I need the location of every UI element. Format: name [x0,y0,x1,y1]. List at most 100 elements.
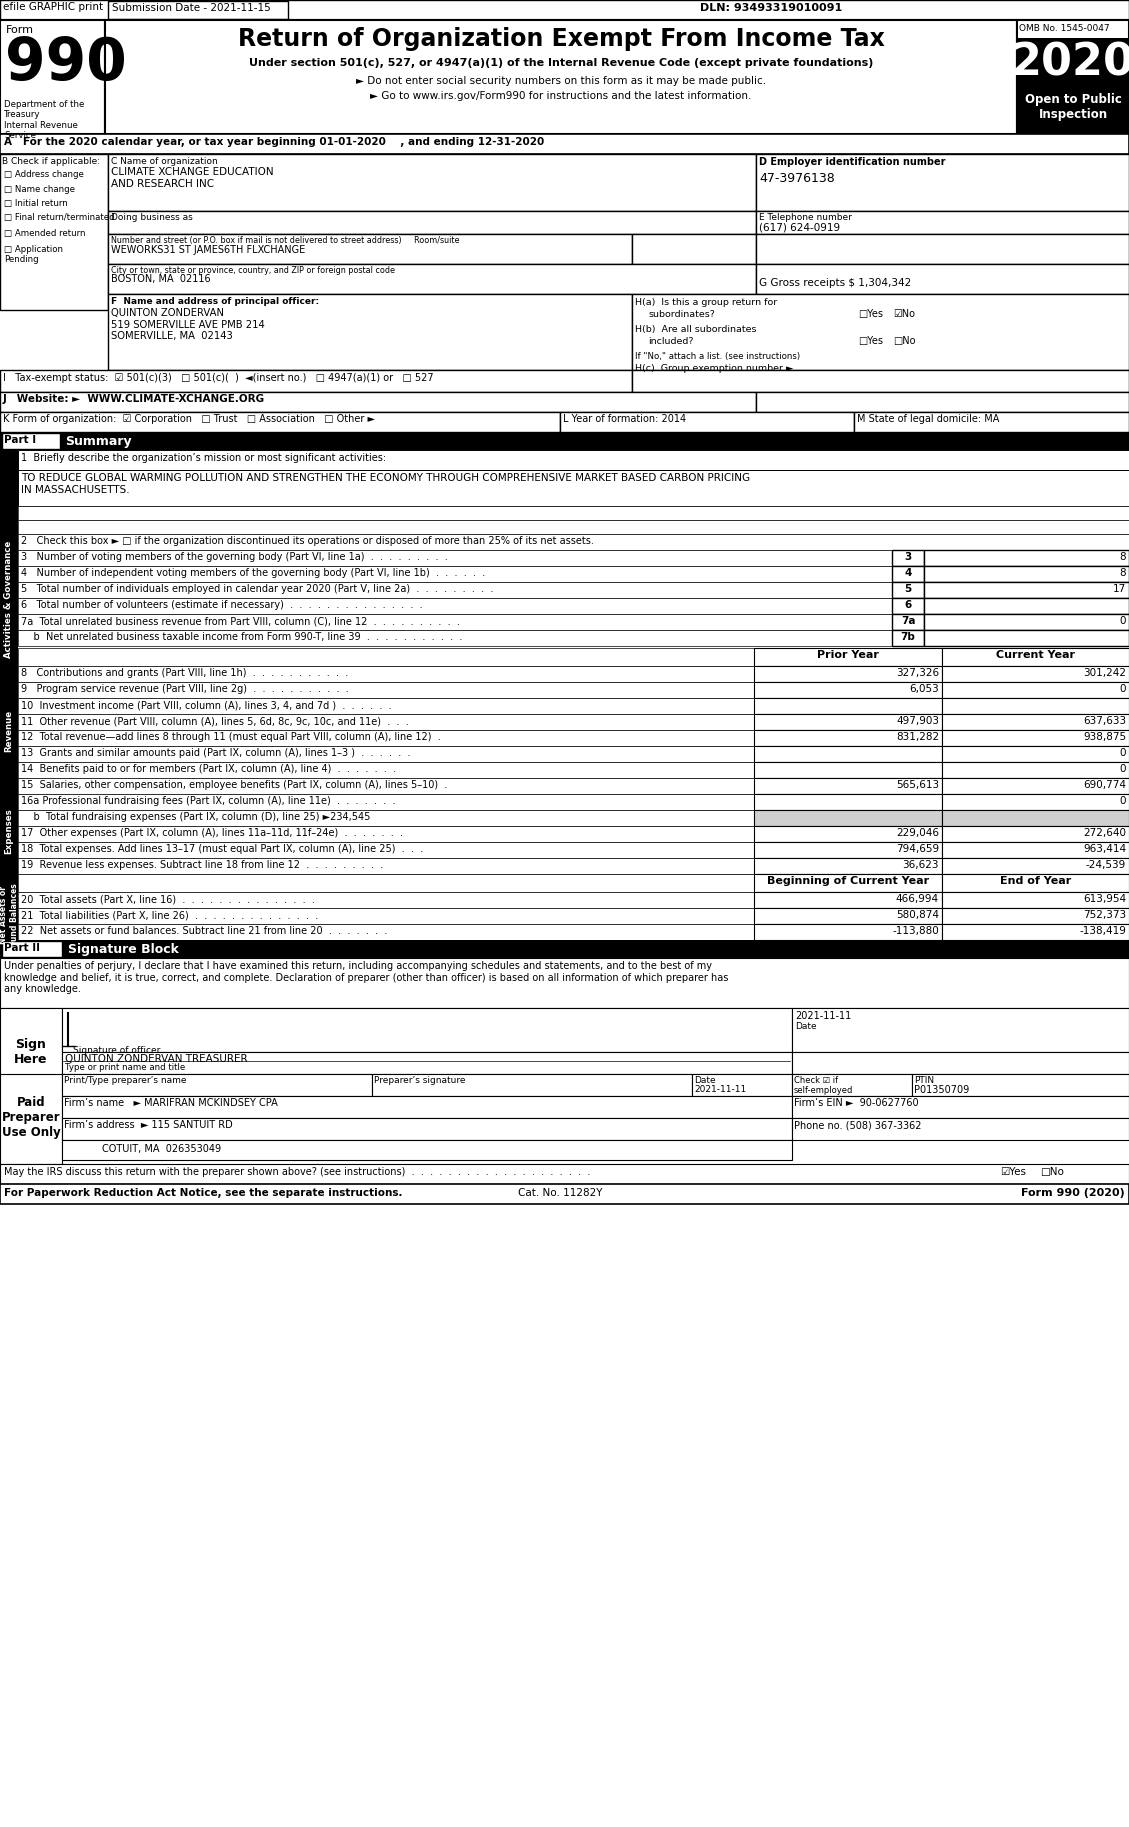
Text: Revenue: Revenue [5,711,14,753]
Bar [0,1074,62,1164]
Bar [0,0,1129,20]
Text: If "No," attach a list. (see instructions): If "No," attach a list. (see instruction… [634,353,800,362]
Bar [0,1184,1129,1204]
Text: 21  Total liabilities (Part X, line 26)  .  .  .  .  .  .  .  .  .  .  .  .  .  : 21 Total liabilities (Part X, line 26) .… [21,910,318,921]
Text: 831,282: 831,282 [896,733,939,742]
Bar [18,892,754,908]
Text: □No: □No [893,336,916,345]
Bar [632,294,1129,371]
Text: □ Final return/terminated: □ Final return/terminated [5,214,115,223]
Bar [754,826,942,842]
Text: 613,954: 613,954 [1083,893,1126,904]
Bar [924,566,1129,583]
Bar [0,449,18,747]
Text: □ Amended return: □ Amended return [5,228,86,238]
Bar [18,630,892,647]
Text: Date: Date [795,1021,816,1030]
Text: Activities & Governance: Activities & Governance [5,541,14,658]
Text: Number and street (or P.O. box if mail is not delivered to street address)     R: Number and street (or P.O. box if mail i… [111,236,460,245]
Bar [18,449,1129,470]
Bar [0,133,1129,153]
Bar [18,566,892,583]
Text: 752,373: 752,373 [1083,910,1126,921]
Text: Expenses: Expenses [5,808,14,853]
Text: May the IRS discuss this return with the preparer shown above? (see instructions: May the IRS discuss this return with the… [5,1167,590,1177]
Bar [18,649,754,667]
Bar [0,745,18,915]
Text: 2   Check this box ► □ if the organization discontinued its operations or dispos: 2 Check this box ► □ if the organization… [21,535,594,546]
Bar [942,795,1129,809]
Text: L Year of formation: 2014: L Year of formation: 2014 [563,415,686,424]
Bar [942,924,1129,941]
Bar [108,153,756,210]
Bar [0,431,1129,449]
Text: 22  Net assets or fund balances. Subtract line 21 from line 20  .  .  .  .  .  .: 22 Net assets or fund balances. Subtract… [21,926,387,935]
Bar [754,892,942,908]
Bar [793,1009,1129,1052]
Bar [892,597,924,614]
Text: 0: 0 [1120,683,1126,694]
Text: 0: 0 [1120,747,1126,758]
Text: 36,623: 36,623 [902,861,939,870]
Bar [18,614,892,630]
Text: 11  Other revenue (Part VIII, column (A), lines 5, 6d, 8c, 9c, 10c, and 11e)  . : 11 Other revenue (Part VIII, column (A),… [21,716,409,725]
Text: Signature Block: Signature Block [68,943,178,956]
Text: 10  Investment income (Part VIII, column (A), lines 3, 4, and 7d )  .  .  .  .  : 10 Investment income (Part VIII, column … [21,700,392,711]
Bar [18,731,754,745]
Text: 3: 3 [904,552,911,563]
Text: Signature of officer: Signature of officer [73,1047,160,1054]
Text: Form 990 (2020): Form 990 (2020) [1022,1188,1124,1199]
Text: E Telephone number: E Telephone number [759,214,852,223]
Text: Submission Date - 2021-11-15: Submission Date - 2021-11-15 [112,4,271,13]
Text: Preparer’s signature: Preparer’s signature [374,1076,465,1085]
Bar [0,1164,1129,1184]
Text: TO REDUCE GLOBAL WARMING POLLUTION AND STRENGTHEN THE ECONOMY THROUGH COMPREHENS: TO REDUCE GLOBAL WARMING POLLUTION AND S… [21,473,750,495]
Text: 565,613: 565,613 [896,780,939,789]
Bar [18,842,754,859]
Bar [942,667,1129,681]
Bar [0,1009,62,1096]
Bar [754,842,942,859]
Bar [18,698,754,714]
Text: Part II: Part II [5,943,40,954]
Bar [18,506,1129,521]
Text: COTUIT, MA  026353049: COTUIT, MA 026353049 [102,1144,221,1155]
Bar [754,649,942,667]
Text: K Form of organization:  ☑ Corporation   □ Trust   □ Association   □ Other ►: K Form of organization: ☑ Corporation □ … [3,415,375,424]
Text: 272,640: 272,640 [1083,828,1126,839]
Text: Under penalties of perjury, I declare that I have examined this return, includin: Under penalties of perjury, I declare th… [5,961,728,994]
Text: 17  Other expenses (Part IX, column (A), lines 11a–11d, 11f–24e)  .  .  .  .  . : 17 Other expenses (Part IX, column (A), … [21,828,403,839]
Text: 14  Benefits paid to or for members (Part IX, column (A), line 4)  .  .  .  .  .: 14 Benefits paid to or for members (Part… [21,764,396,775]
Text: 15  Salaries, other compensation, employee benefits (Part IX, column (A), lines : 15 Salaries, other compensation, employe… [21,780,447,789]
Text: H(a)  Is this a group return for: H(a) Is this a group return for [634,298,777,307]
Text: □Yes: □Yes [858,336,883,345]
Text: (617) 624-0919: (617) 624-0919 [759,223,840,232]
Text: ► Go to www.irs.gov/Form990 for instructions and the latest information.: ► Go to www.irs.gov/Form990 for instruct… [370,91,752,100]
Text: 7a: 7a [901,616,916,627]
Text: BOSTON, MA  02116: BOSTON, MA 02116 [111,274,211,283]
Bar [108,263,756,294]
Bar [2,433,60,449]
Bar [62,1052,793,1074]
Text: G Gross receipts $ 1,304,342: G Gross receipts $ 1,304,342 [759,278,911,289]
Text: Paid
Preparer
Use Only: Paid Preparer Use Only [1,1096,60,1138]
Bar [632,234,756,263]
Bar [18,908,754,924]
Bar [18,859,754,873]
Text: 8   Contributions and grants (Part VIII, line 1h)  .  .  .  .  .  .  .  .  .  . : 8 Contributions and grants (Part VIII, l… [21,669,348,678]
Text: I   Tax-exempt status:  ☑ 501(c)(3)   □ 501(c)(  )  ◄(insert no.)   □ 4947(a)(1): I Tax-exempt status: ☑ 501(c)(3) □ 501(c… [3,373,434,384]
Text: Prior Year: Prior Year [817,650,879,660]
Text: WEWORKS31 ST JAMES6TH FLXCHANGE: WEWORKS31 ST JAMES6TH FLXCHANGE [111,245,305,256]
Text: efile GRAPHIC print: efile GRAPHIC print [3,2,103,13]
Bar [754,795,942,809]
Bar [0,153,108,311]
Bar [1017,38,1129,90]
Text: 1  Briefly describe the organization’s mission or most significant activities:: 1 Briefly describe the organization’s mi… [21,453,386,462]
Text: Phone no. (508) 367-3362: Phone no. (508) 367-3362 [794,1120,921,1131]
Bar [18,762,754,778]
Bar [18,795,754,809]
Text: For Paperwork Reduction Act Notice, see the separate instructions.: For Paperwork Reduction Act Notice, see … [5,1188,403,1199]
Text: □Yes: □Yes [858,309,883,320]
Text: 6: 6 [904,599,911,610]
Text: Net Assets or
Fund Balances: Net Assets or Fund Balances [0,884,19,946]
